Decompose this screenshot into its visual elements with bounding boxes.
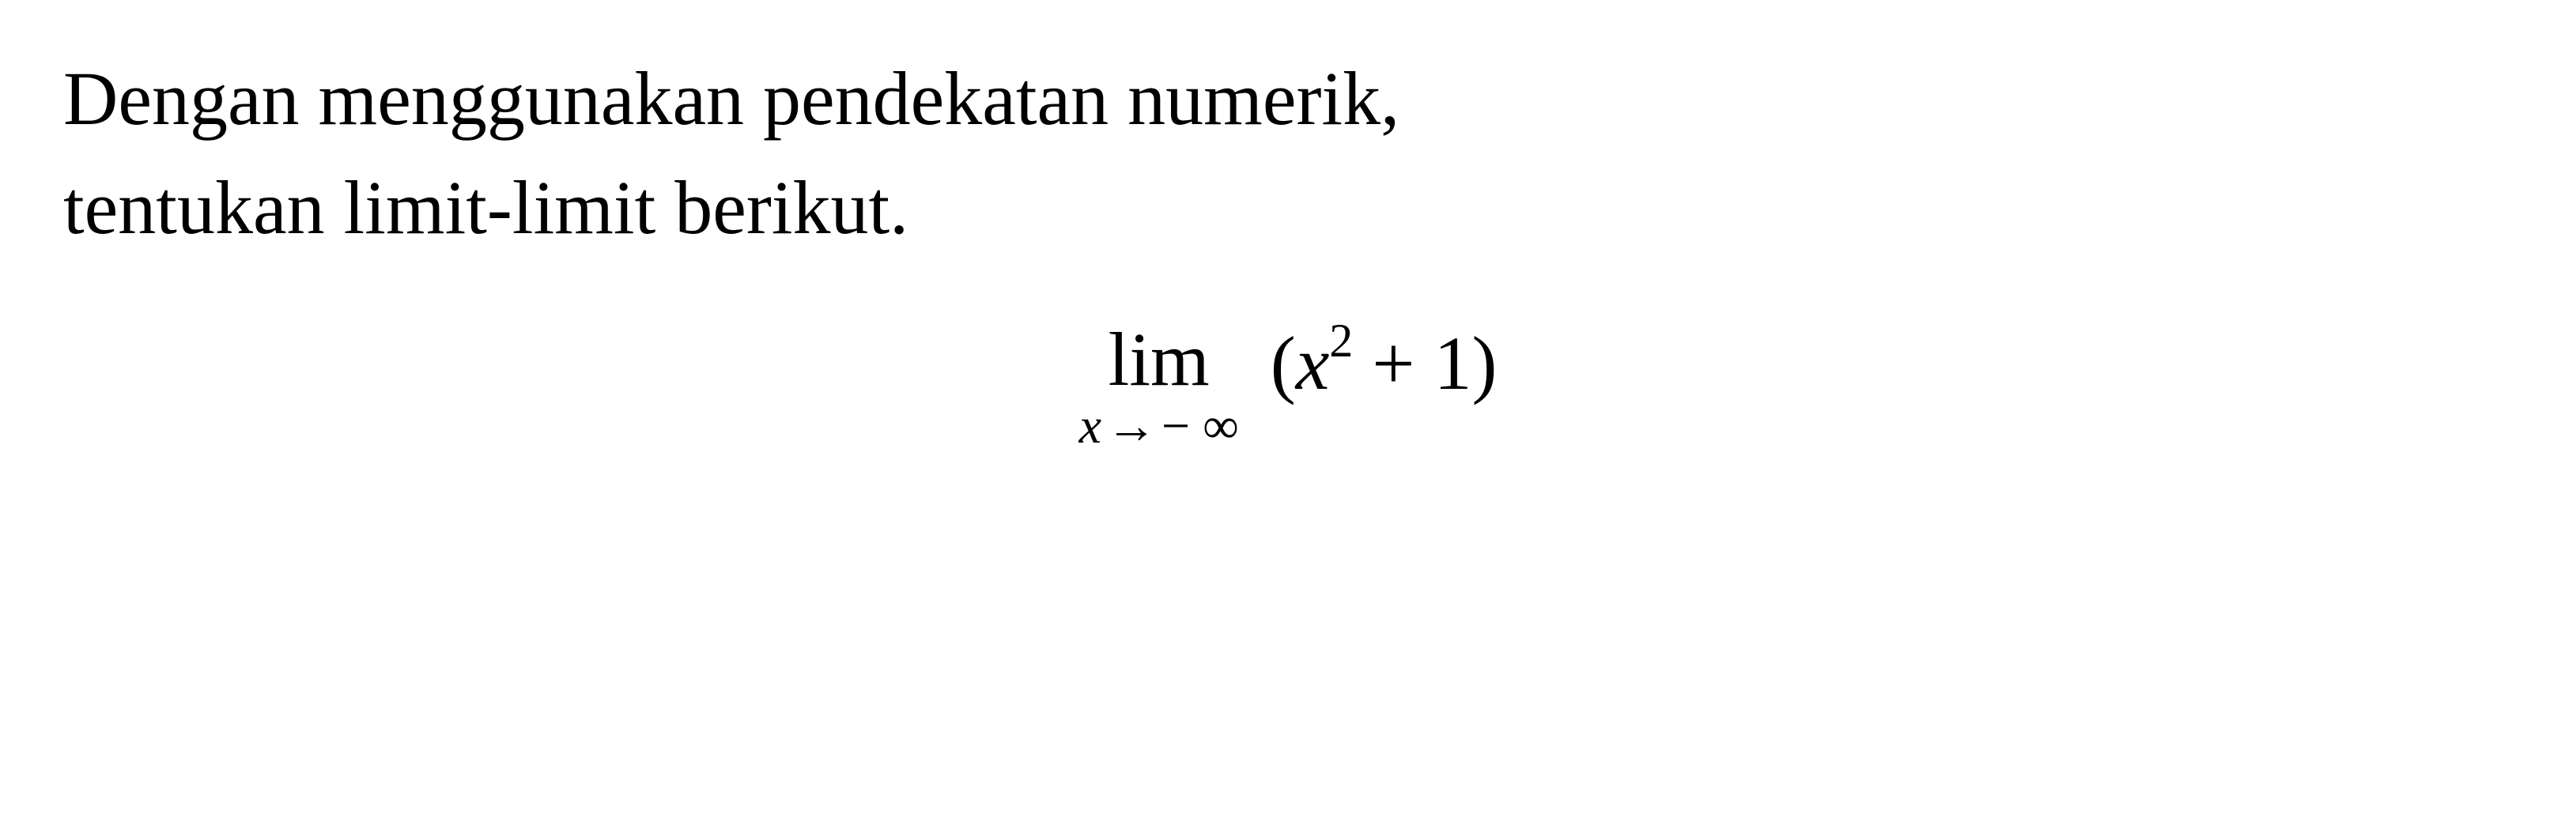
arrow-icon: → <box>1106 401 1157 451</box>
expr-exponent: 2 <box>1329 315 1353 367</box>
instruction-line-1: Dengan menggunakan pendekatan numerik, <box>63 47 2513 150</box>
limit-expression: (x2 + 1) <box>1271 322 1498 401</box>
expr-open-paren: ( <box>1271 321 1296 405</box>
expr-rest: + 1) <box>1353 321 1497 405</box>
lim-text: lim <box>1109 322 1210 398</box>
lim-sub-target: − ∞ <box>1161 401 1239 451</box>
limit-operator: lim x → − ∞ <box>1079 322 1239 451</box>
lim-sub-var: x <box>1079 401 1101 451</box>
limit-formula: lim x → − ∞ (x2 + 1) <box>1079 322 1498 451</box>
lim-subscript: x → − ∞ <box>1079 401 1239 451</box>
formula-container: lim x → − ∞ (x2 + 1) <box>63 322 2513 451</box>
expr-variable: x <box>1296 321 1330 405</box>
instruction-line-2: tentukan limit-limit berikut. <box>63 156 2513 259</box>
